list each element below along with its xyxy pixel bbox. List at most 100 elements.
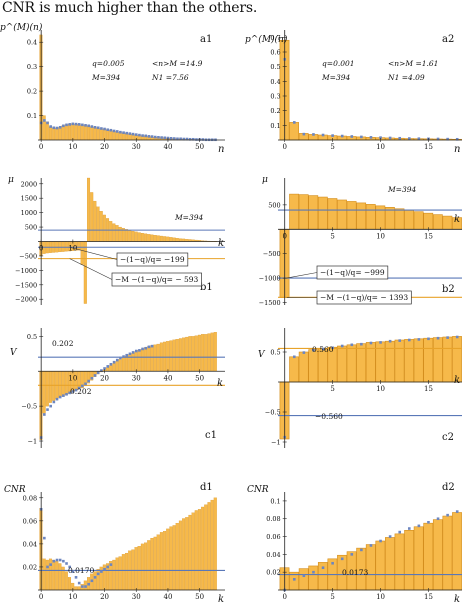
bar-c1-51 — [201, 334, 205, 372]
bar-b2-13 — [404, 209, 414, 230]
bar-c1-2 — [45, 371, 49, 407]
ytick-label-b1: 1000 — [21, 209, 38, 217]
point-d1-14 — [84, 585, 87, 588]
point-a2-2 — [302, 132, 306, 136]
xtick-label-b2: 10 — [376, 232, 385, 240]
annotation-b2-1: −(1−q)/q= −999 — [320, 268, 385, 277]
bar-d1-48 — [191, 512, 195, 591]
annotation-pointer-b1-1 — [69, 246, 118, 260]
point-a2-8 — [360, 135, 363, 139]
point-d2-3 — [312, 570, 315, 574]
bar-c1-40 — [166, 341, 170, 372]
point-d1-20 — [103, 567, 106, 571]
ytick-label-b1: −1000 — [15, 267, 37, 275]
point-d2-13 — [407, 527, 411, 530]
point-c1-13 — [81, 384, 84, 388]
point-c2-10 — [379, 341, 382, 344]
ylabel-d2: CNR — [247, 485, 269, 495]
point-a2-7 — [350, 135, 354, 138]
point-a1-12 — [77, 123, 81, 126]
ytick-label-a2: 0.5 — [270, 63, 280, 71]
annotation-c2-0: 0.560 — [312, 345, 334, 354]
point-c2-18 — [455, 335, 459, 339]
point-a1-32 — [141, 134, 144, 137]
ytick-label-c2: 0.5 — [270, 349, 280, 357]
bar-b1-43 — [175, 238, 179, 242]
bar-c1-43 — [175, 339, 179, 372]
bar-a1-9 — [67, 124, 72, 141]
bar-c1-4 — [52, 371, 56, 401]
bar-a1-12 — [77, 124, 81, 141]
point-d2-11 — [388, 535, 392, 538]
ytick-label-d2: 0.04 — [266, 551, 280, 559]
bar-c1-23 — [112, 363, 116, 372]
bar-d1-54 — [210, 499, 214, 591]
point-a1-11 — [74, 122, 78, 126]
ytick-label-b1: 500 — [25, 224, 37, 232]
ylabel-a2: p^(M)(n) — [245, 34, 288, 45]
xtick-label-d2: 10 — [376, 593, 385, 601]
point-a1-48 — [192, 137, 195, 141]
bar-b1-15 — [87, 177, 91, 242]
point-a1-24 — [115, 130, 119, 133]
point-d1-10 — [71, 570, 75, 573]
point-a1-29 — [131, 132, 135, 136]
bar-c1-27 — [125, 355, 129, 372]
bar-d1-1 — [42, 558, 46, 591]
ytick-label-a1: 0.4 — [27, 39, 37, 47]
point-a2-12 — [398, 136, 402, 140]
caption-text: CNR is much higher than the others. — [2, 0, 258, 16]
point-c1-33 — [144, 346, 148, 350]
xtick-label-a1: 0 — [39, 143, 43, 151]
point-c1-3 — [49, 404, 52, 408]
bar-c1-46 — [185, 336, 189, 372]
point-c1-4 — [52, 400, 56, 404]
bar-d1-12 — [77, 586, 81, 591]
bar-b1-19 — [99, 211, 103, 242]
point-c1-26 — [122, 355, 125, 358]
bar-d1-6 — [58, 563, 62, 591]
point-c1-29 — [131, 351, 135, 354]
bar-d1-23 — [112, 559, 116, 591]
xtick-label-d2: 15 — [424, 593, 433, 601]
annotation-pointer-b1-2 — [69, 258, 113, 280]
ylabel-c1: V — [10, 348, 18, 358]
panel-label-c2: c2 — [442, 432, 454, 443]
xtick-label-c1: 30 — [132, 374, 141, 382]
bar-b1-17 — [93, 200, 97, 242]
point-c1-12 — [77, 386, 81, 390]
point-c1-22 — [109, 362, 113, 366]
bar-d1-26 — [121, 554, 125, 591]
xtick-label-d2: 0 — [282, 593, 286, 601]
annotation-a2-3: N1 =4.09 — [387, 73, 425, 82]
bar-d1-39 — [163, 531, 167, 591]
bar-d1-32 — [140, 543, 144, 591]
point-d1-4 — [52, 559, 56, 563]
point-a2-5 — [331, 134, 334, 137]
point-c1-17 — [93, 374, 97, 377]
bar-b1-40 — [166, 236, 170, 242]
ytick-label-b2: −500 — [263, 250, 281, 258]
ytick-label-a2: 0.6 — [270, 49, 280, 57]
point-a1-4 — [52, 126, 56, 130]
point-a2-18 — [455, 137, 459, 141]
xtick-label-c1: 50 — [195, 374, 204, 382]
bar-a1-23 — [112, 130, 116, 141]
bar-c1-8 — [64, 371, 68, 396]
point-c2-3 — [312, 348, 315, 352]
ytick-label-b1: −1500 — [15, 281, 37, 289]
bar-c1-49 — [194, 335, 198, 372]
point-a1-46 — [185, 137, 189, 141]
point-a1-10 — [71, 122, 75, 126]
bar-b2-7 — [346, 201, 357, 230]
point-d1-5 — [55, 558, 59, 562]
bar-c1-32 — [140, 348, 144, 372]
bar-c2-6 — [337, 345, 347, 383]
point-d2-1 — [292, 578, 296, 581]
bar-c2-12 — [394, 339, 405, 383]
point-a2-4 — [321, 133, 325, 137]
ylabel-a1: p^(M)(n) — [0, 22, 43, 33]
ytick-label-b2: −1000 — [259, 275, 281, 283]
point-a1-26 — [122, 131, 125, 134]
xtick-label-a1: 20 — [100, 143, 109, 151]
